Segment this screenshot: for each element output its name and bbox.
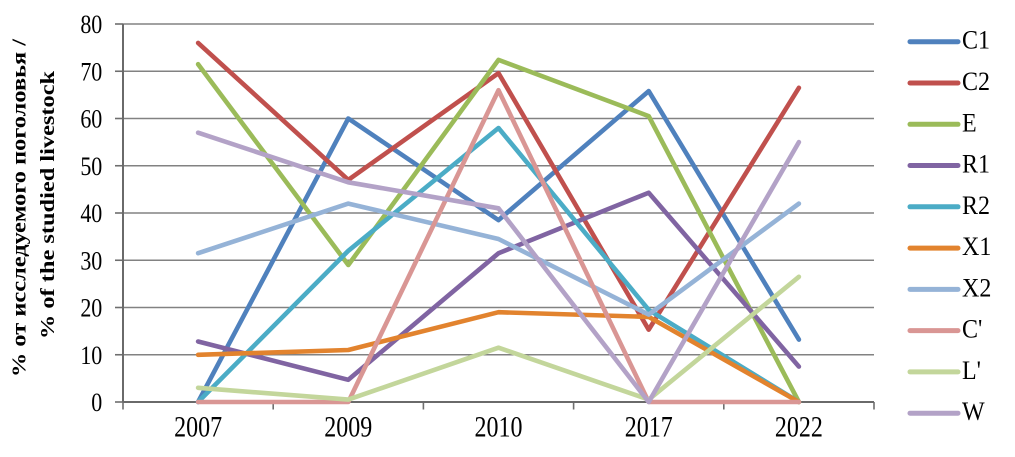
svg-text:2007: 2007 — [174, 410, 222, 443]
svg-text:E: E — [962, 107, 977, 138]
svg-text:2009: 2009 — [324, 410, 372, 443]
svg-text:C1: C1 — [962, 24, 990, 55]
svg-text:% of the studied livestock: % of the studied livestock — [36, 70, 58, 339]
svg-text:X2: X2 — [962, 272, 991, 303]
svg-text:% от исследуемого поголовья /: % от исследуемого поголовья / — [8, 38, 30, 377]
svg-text:70: 70 — [80, 57, 102, 87]
svg-text:C': C' — [962, 313, 982, 344]
svg-text:40: 40 — [80, 199, 102, 229]
svg-text:R1: R1 — [962, 148, 990, 179]
svg-text:C2: C2 — [962, 66, 990, 97]
svg-text:80: 80 — [80, 10, 102, 40]
svg-text:60: 60 — [80, 105, 102, 135]
svg-text:2022: 2022 — [775, 410, 823, 443]
svg-text:2010: 2010 — [475, 410, 523, 443]
svg-text:L': L' — [962, 355, 981, 386]
svg-text:50: 50 — [80, 152, 102, 182]
svg-text:20: 20 — [80, 294, 102, 324]
svg-text:W: W — [962, 396, 985, 427]
svg-text:10: 10 — [80, 341, 102, 371]
svg-text:R2: R2 — [962, 190, 990, 221]
svg-text:X1: X1 — [962, 231, 991, 262]
svg-text:30: 30 — [80, 246, 102, 276]
svg-text:2017: 2017 — [625, 410, 673, 443]
svg-text:0: 0 — [91, 388, 102, 418]
